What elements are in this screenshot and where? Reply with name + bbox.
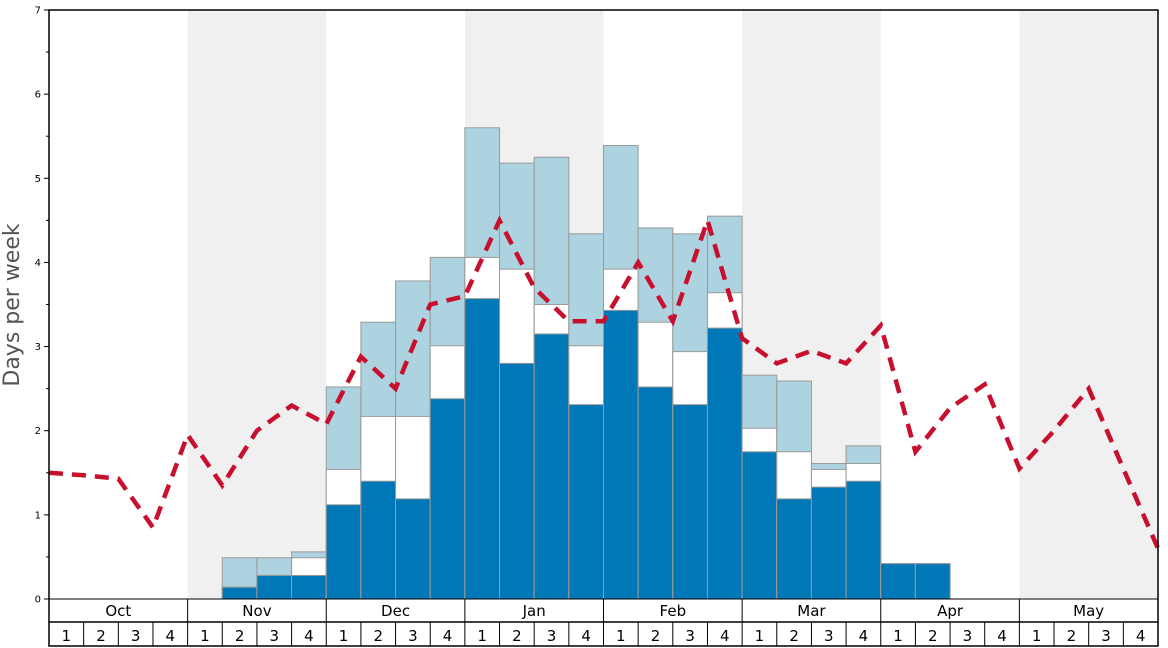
bar-bottom-14 <box>533 333 570 600</box>
y-tick-label-1: 1 <box>35 510 41 521</box>
week-label-mar-3: 3 <box>824 627 834 645</box>
month-band-nov <box>187 10 327 599</box>
week-label-oct-3: 3 <box>131 627 141 645</box>
week-label-nov-3: 3 <box>269 627 279 645</box>
month-label-mar: Mar <box>797 602 826 620</box>
week-label-jan-2: 2 <box>512 627 522 645</box>
week-label-jan-4: 4 <box>581 627 591 645</box>
week-label-may-1: 1 <box>1032 627 1042 645</box>
week-label-jan-1: 1 <box>477 627 487 645</box>
y-tick-label-3: 3 <box>35 342 41 353</box>
week-label-dec-2: 2 <box>373 627 383 645</box>
month-label-oct: Oct <box>105 602 131 620</box>
week-label-jan-3: 3 <box>547 627 557 645</box>
y-axis: 0 1 2 3 4 5 6 7 <box>35 6 49 606</box>
month-label-feb: Feb <box>660 602 687 620</box>
week-label-feb-2: 2 <box>651 627 661 645</box>
month-band-may <box>1019 10 1158 599</box>
week-label-oct-1: 1 <box>62 627 72 645</box>
week-label-may-4: 4 <box>1136 627 1146 645</box>
y-tick-label-4: 4 <box>35 258 41 269</box>
week-label-apr-2: 2 <box>928 627 938 645</box>
bar-bottom-9 <box>360 480 397 600</box>
bar-bottom-20 <box>741 451 778 600</box>
bar-bottom-16 <box>603 309 639 600</box>
bar-bottom-17 <box>637 386 674 600</box>
bar-bottom-18 <box>672 404 708 600</box>
week-label-mar-4: 4 <box>859 627 869 645</box>
bar-bottom-19 <box>706 327 743 600</box>
y-tick-label-5: 5 <box>35 174 41 185</box>
bar-bottom-22 <box>810 486 847 600</box>
week-label-feb-4: 4 <box>720 627 730 645</box>
dashed-line <box>48 212 1161 550</box>
bar-bottom-6 <box>256 574 293 600</box>
week-label-mar-1: 1 <box>755 627 765 645</box>
week-label-nov-2: 2 <box>235 627 245 645</box>
week-label-nov-1: 1 <box>200 627 210 645</box>
bar-bottom-13 <box>499 362 535 600</box>
week-label-dec-4: 4 <box>443 627 453 645</box>
bar-bottom-8 <box>325 504 362 600</box>
bar-bottom-15 <box>568 404 604 600</box>
week-label-apr-4: 4 <box>997 627 1007 645</box>
week-label-nov-4: 4 <box>304 627 314 645</box>
dashed-line-series <box>48 212 1161 550</box>
week-label-mar-2: 2 <box>789 627 799 645</box>
week-label-may-2: 2 <box>1067 627 1077 645</box>
bar-bottom-24 <box>880 563 916 600</box>
y-tick-label-7: 7 <box>35 6 41 17</box>
x-axis: Oct 1 2 3 4 Nov 1 2 3 4 Dec 1 2 3 4 Jan 1 2 3 4 Feb 1 2 3 4 Mar 1 2… <box>62 599 1146 646</box>
week-label-may-3: 3 <box>1101 627 1111 645</box>
week-label-dec-3: 3 <box>408 627 418 645</box>
week-label-feb-3: 3 <box>685 627 695 645</box>
week-label-feb-1: 1 <box>616 627 626 645</box>
bars <box>221 127 951 600</box>
bar-bottom-21 <box>776 498 812 600</box>
bar-bottom-23 <box>845 480 882 600</box>
bar-bottom-12 <box>464 298 501 600</box>
y-tick-label-2: 2 <box>35 426 41 437</box>
month-label-apr: Apr <box>937 602 964 620</box>
week-label-oct-2: 2 <box>96 627 106 645</box>
bar-bottom-25 <box>914 563 951 600</box>
bar-bottom-7 <box>291 574 327 600</box>
month-label-jan: Jan <box>522 602 546 620</box>
y-tick-label-6: 6 <box>35 90 41 101</box>
week-label-apr-1: 1 <box>893 627 903 645</box>
week-label-apr-3: 3 <box>963 627 973 645</box>
week-label-dec-1: 1 <box>339 627 349 645</box>
y-tick-label-0: 0 <box>35 595 41 606</box>
y-axis-label: Days per week <box>0 223 25 386</box>
bar-bottom-10 <box>395 498 431 600</box>
week-label-oct-4: 4 <box>166 627 176 645</box>
bar-bottom-11 <box>429 398 466 600</box>
month-label-dec: Dec <box>381 602 410 620</box>
bar-bottom-5 <box>221 586 258 600</box>
month-label-may: May <box>1073 602 1104 620</box>
month-label-nov: Nov <box>242 602 271 620</box>
